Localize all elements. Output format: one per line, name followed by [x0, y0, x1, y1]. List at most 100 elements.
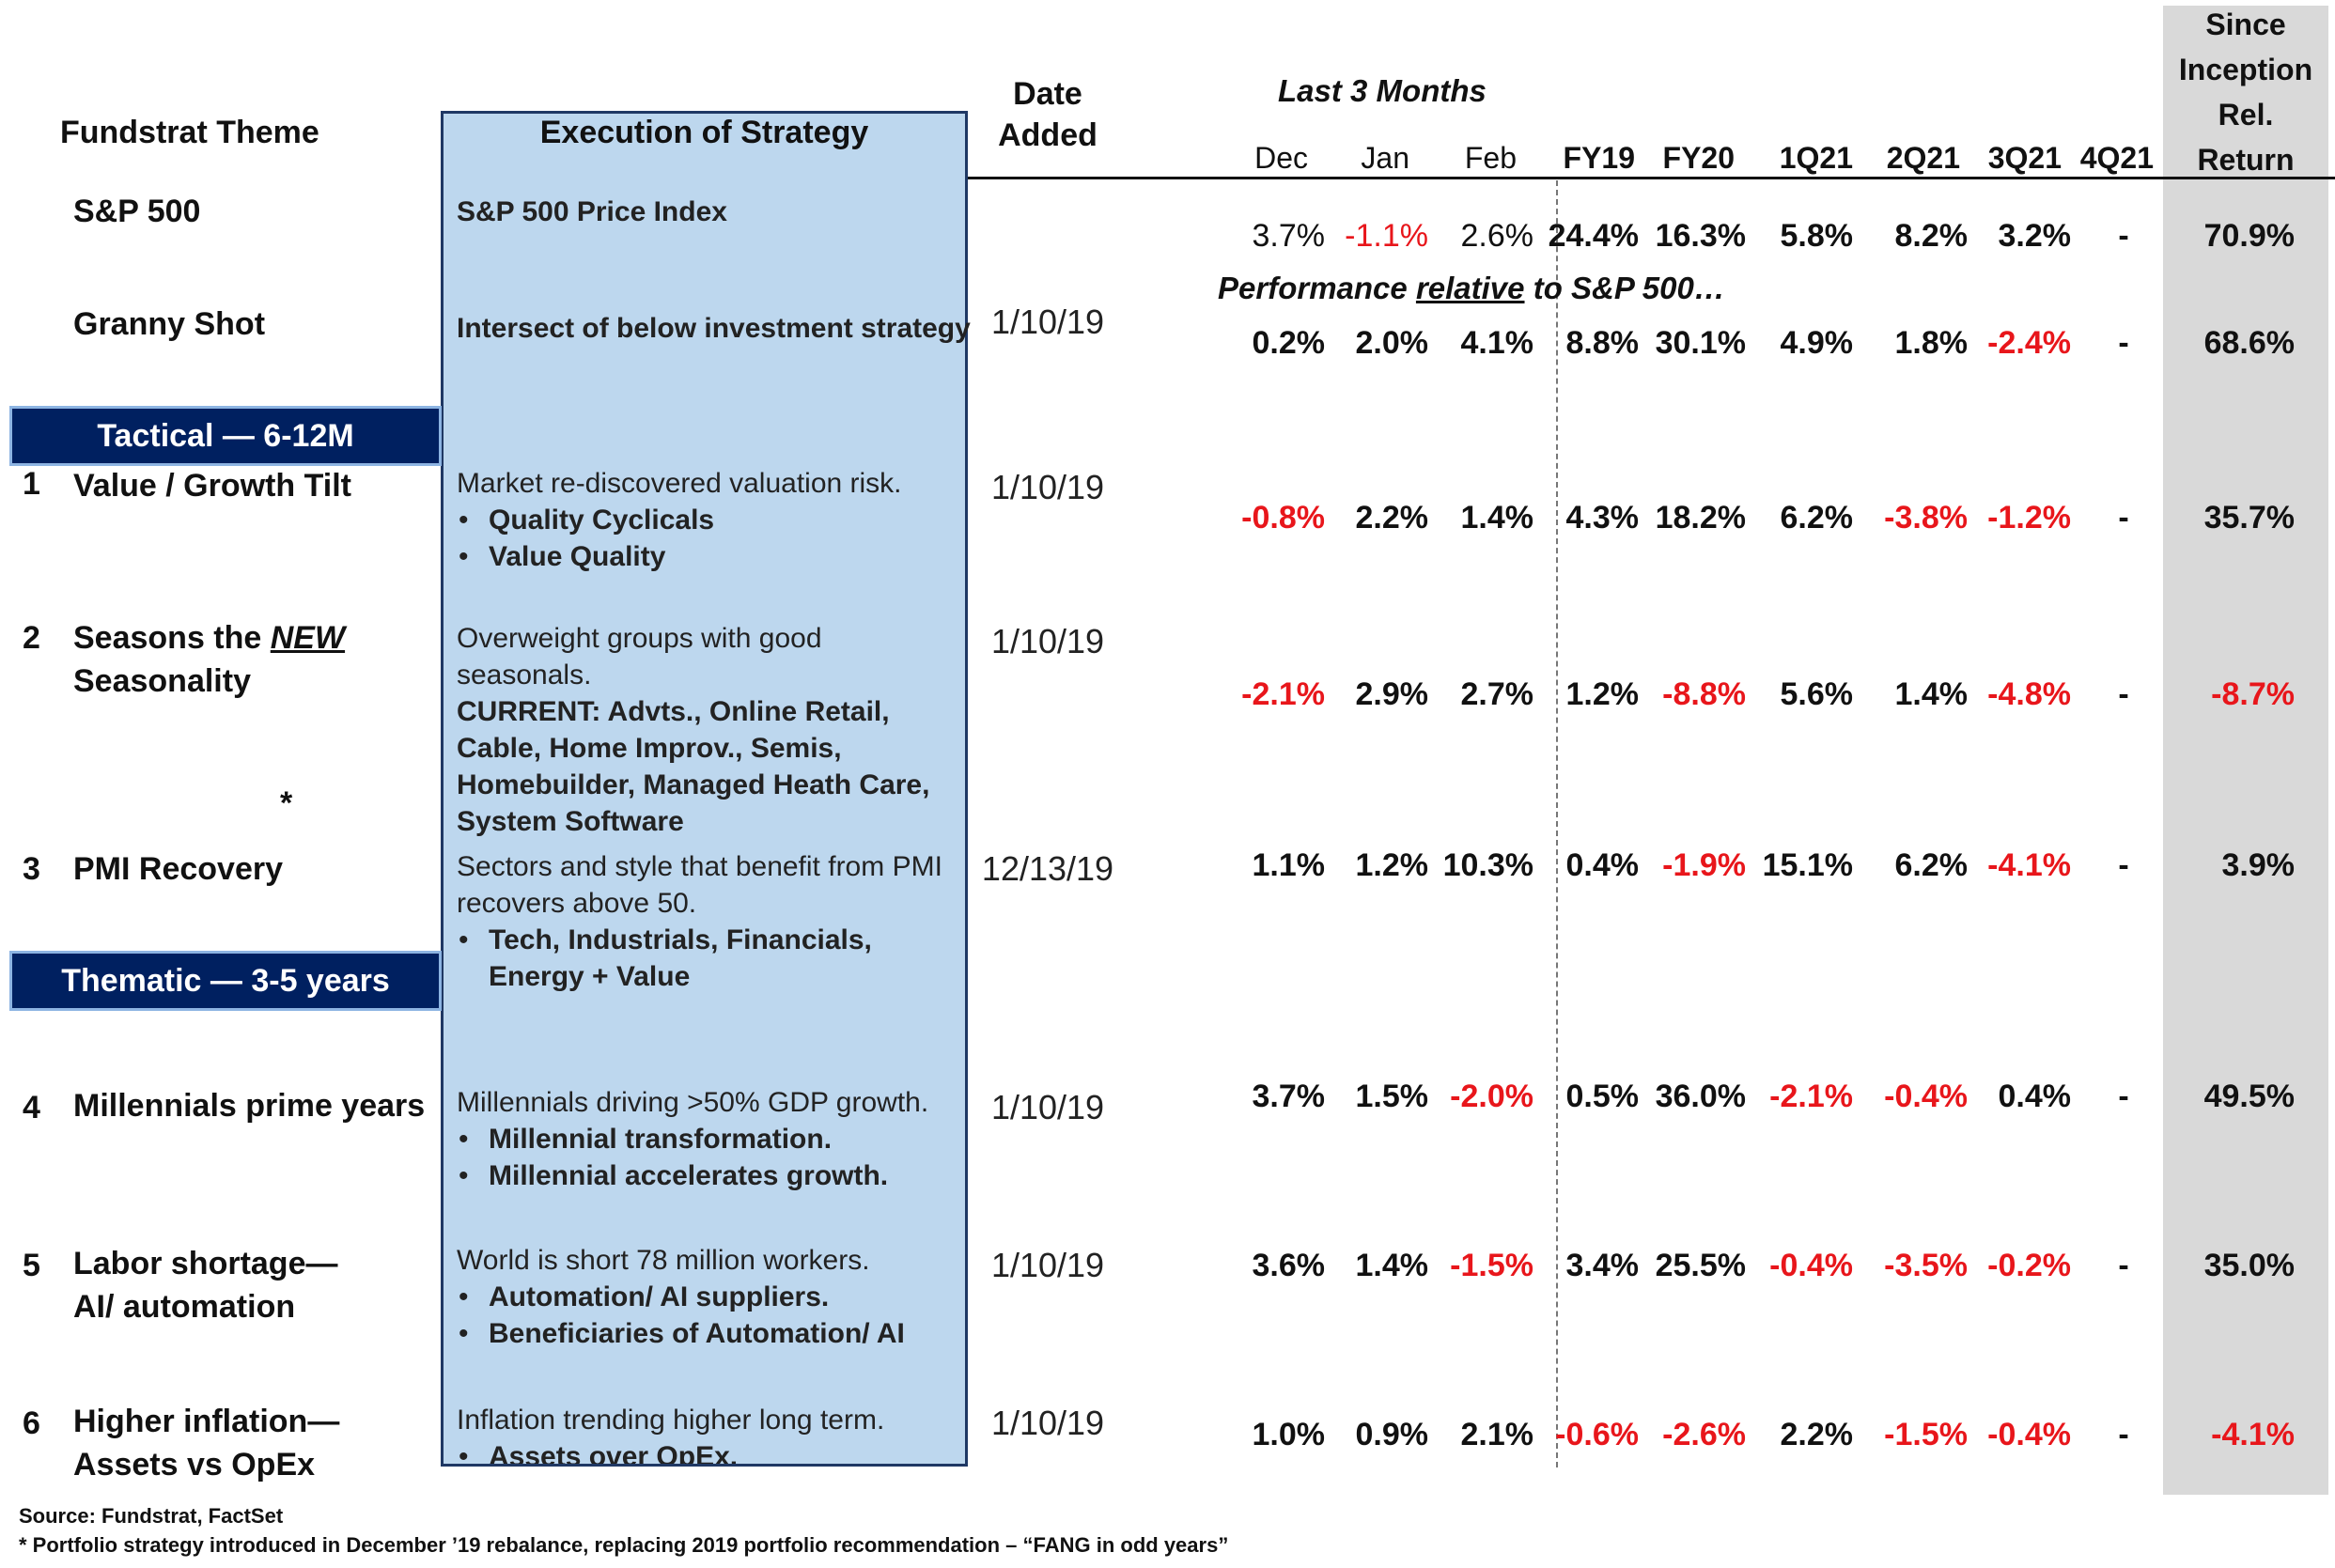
- period-header-q4-21: 4Q21: [2079, 141, 2154, 175]
- value-cell-q4-21: -: [2118, 218, 2129, 254]
- row-num-1: 1: [23, 466, 40, 502]
- value-cell-dec: 3.7%: [1252, 218, 1326, 254]
- value-cell-feb: 10.3%: [1442, 847, 1533, 883]
- date-value-growth: 1/10/19: [990, 468, 1105, 506]
- footer-note: * Portfolio strategy introduced in Decem…: [19, 1533, 1229, 1557]
- theme-labor-a: Labor shortage—: [73, 1246, 338, 1281]
- exec-labor-bullet-2: Beneficiaries of Automation/ AI: [459, 1315, 955, 1352]
- value-cell-q1-21: 15.1%: [1762, 847, 1853, 883]
- value-cell-q4-21: -: [2118, 1079, 2129, 1114]
- value-cell-fy20: -8.8%: [1662, 676, 1746, 712]
- theme-granny-shot: Granny Shot: [73, 306, 266, 342]
- row-num-6: 6: [23, 1405, 40, 1441]
- theme-value-growth: Value / Growth Tilt: [73, 468, 351, 504]
- header-date-line1: Date: [1013, 76, 1082, 112]
- exec-millennials-bullet-1: Millennial transformation.: [459, 1121, 955, 1157]
- exec-value-growth: Market re-discovered valuation risk. Qua…: [457, 465, 955, 575]
- value-cell-since-inception: 49.5%: [2203, 1079, 2295, 1114]
- header-date-added: Date Added: [973, 73, 1123, 156]
- exec-inflation: Inflation trending higher long term. Ass…: [457, 1402, 955, 1464]
- relative-note-pre: Performance: [1218, 271, 1416, 305]
- theme-inflation: Higher inflation— Assets vs OpEx: [73, 1400, 339, 1486]
- date-seasonality: 1/10/19: [990, 622, 1105, 660]
- value-cell-feb: 2.1%: [1460, 1417, 1534, 1452]
- value-cell-q4-21: -: [2118, 847, 2129, 883]
- value-cell-jan: 2.9%: [1355, 676, 1429, 712]
- value-cell-q4-21: -: [2118, 325, 2129, 361]
- value-cell-fy19: 1.2%: [1565, 676, 1640, 712]
- theme-labor-shortage: Labor shortage— AI/ automation: [73, 1242, 337, 1328]
- section-tactical: Tactical — 6-12M: [9, 406, 442, 466]
- exec-pmi: Sectors and style that benefit from PMI …: [457, 848, 955, 995]
- theme-labor-b: AI/ automation: [73, 1289, 296, 1325]
- exec-millennials-text: Millennials driving >50% GDP growth.: [457, 1087, 929, 1118]
- period-header-q1-21: 1Q21: [1779, 141, 1853, 175]
- exec-labor-bullet-1: Automation/ AI suppliers.: [459, 1279, 955, 1315]
- relative-note-underlined: relative: [1415, 271, 1525, 305]
- value-cell-dec: 1.1%: [1252, 847, 1326, 883]
- value-cell-fy19: 8.8%: [1565, 325, 1640, 361]
- value-cell-fy19: 24.4%: [1548, 218, 1639, 254]
- header-date-line2: Added: [998, 117, 1097, 153]
- since-line2: Inception: [2178, 53, 2313, 86]
- exec-pmi-text: Sectors and style that benefit from PMI …: [457, 851, 942, 919]
- value-cell-q3-21: -0.4%: [1987, 1417, 2071, 1452]
- value-cell-q4-21: -: [2118, 676, 2129, 712]
- period-header-q2-21: 2Q21: [1886, 141, 1960, 175]
- exec-seasonality-current: CURRENT: Advts., Online Retail, Cable, H…: [457, 696, 930, 837]
- row-num-2: 2: [23, 620, 40, 656]
- row-num-4: 4: [23, 1090, 40, 1126]
- since-line4: Return: [2197, 143, 2295, 177]
- value-cell-q1-21: 6.2%: [1780, 500, 1854, 536]
- value-cell-dec: 0.2%: [1252, 325, 1326, 361]
- asterisk-marker: *: [280, 785, 293, 821]
- value-cell-since-inception: 70.9%: [2203, 218, 2295, 254]
- footer-source: Source: Fundstrat, FactSet: [19, 1504, 284, 1528]
- value-cell-jan: -1.1%: [1345, 218, 1428, 254]
- theme-seasonality-b: Seasonality: [73, 663, 251, 699]
- value-cell-q3-21: -4.1%: [1987, 847, 2071, 883]
- period-header-dec: Dec: [1254, 141, 1308, 175]
- period-header-fy19: FY19: [1563, 141, 1635, 175]
- since-inception-column-bg: [2163, 6, 2328, 1495]
- theme-pmi-recovery: PMI Recovery: [73, 851, 283, 887]
- date-granny-shot: 1/10/19: [990, 303, 1105, 341]
- value-cell-q4-21: -: [2118, 500, 2129, 536]
- value-cell-dec: 3.7%: [1252, 1079, 1326, 1114]
- exec-value-bullet-1: Quality Cyclicals: [459, 502, 955, 538]
- value-cell-dec: -2.1%: [1241, 676, 1325, 712]
- value-cell-q2-21: 1.8%: [1894, 325, 1969, 361]
- value-cell-since-inception: -8.7%: [2211, 676, 2295, 712]
- exec-inflation-text: Inflation trending higher long term.: [457, 1405, 885, 1436]
- value-cell-jan: 2.0%: [1355, 325, 1429, 361]
- period-header-q3-21: 3Q21: [1987, 141, 2062, 175]
- theme-inflation-b: Assets vs OpEx: [73, 1447, 316, 1483]
- exec-labor: World is short 78 million workers. Autom…: [457, 1242, 955, 1352]
- value-cell-fy19: 3.4%: [1565, 1248, 1640, 1283]
- value-cell-fy19: 4.3%: [1565, 500, 1640, 536]
- since-line3: Rel.: [2218, 98, 2274, 132]
- value-cell-q4-21: -: [2118, 1248, 2129, 1283]
- value-cell-q1-21: 5.6%: [1780, 676, 1854, 712]
- period-divider: [1556, 180, 1558, 1467]
- row-num-5: 5: [23, 1248, 40, 1283]
- value-cell-jan: 1.5%: [1355, 1079, 1429, 1114]
- value-cell-q2-21: -0.4%: [1884, 1079, 1968, 1114]
- value-cell-fy19: -0.6%: [1555, 1417, 1639, 1452]
- date-inflation: 1/10/19: [990, 1404, 1105, 1442]
- period-header-feb: Feb: [1464, 141, 1517, 175]
- value-cell-feb: 2.6%: [1460, 218, 1534, 254]
- value-cell-jan: 2.2%: [1355, 500, 1429, 536]
- date-labor: 1/10/19: [990, 1246, 1105, 1284]
- header-last-3-months: Last 3 Months: [1278, 73, 1487, 108]
- period-header-fy20: FY20: [1662, 141, 1735, 175]
- exec-pmi-bullet-1: Tech, Industrials, Financials, Energy + …: [459, 922, 955, 995]
- exec-value-bullet-2: Value Quality: [459, 538, 955, 575]
- value-cell-q1-21: 4.9%: [1780, 325, 1854, 361]
- value-cell-since-inception: 68.6%: [2203, 325, 2295, 361]
- theme-seasonality: Seasons the NEW Seasonality: [73, 616, 345, 703]
- value-cell-jan: 1.2%: [1355, 847, 1429, 883]
- value-cell-fy20: 30.1%: [1655, 325, 1746, 361]
- value-cell-q3-21: -0.2%: [1987, 1248, 2071, 1283]
- value-cell-since-inception: -4.1%: [2211, 1417, 2295, 1452]
